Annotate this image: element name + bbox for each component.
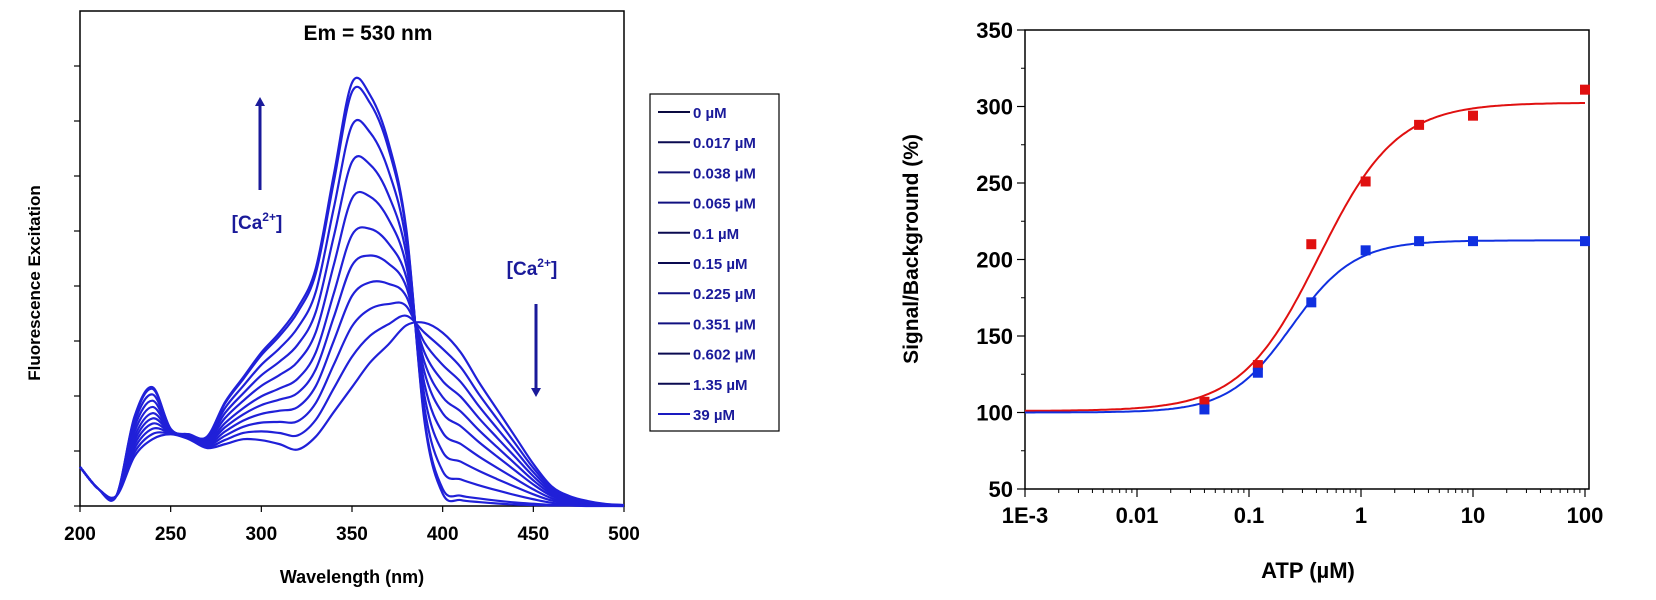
blue-data-point	[1252, 367, 1263, 378]
x-tick-label: 350	[336, 524, 368, 545]
legend-label: 0.351 µM	[693, 316, 756, 333]
y-tick-label: 350	[976, 18, 1013, 43]
x-tick-label: 1E-3	[1002, 503, 1048, 528]
y-tick-label: 50	[989, 477, 1013, 502]
x-tick-label: 0.01	[1116, 503, 1159, 528]
x-tick-label: 1	[1355, 503, 1367, 528]
red-data-point	[1468, 110, 1478, 121]
spectrum-line-0_1	[79, 254, 625, 507]
fit-curves	[1025, 102, 1585, 414]
data-points	[1199, 84, 1590, 415]
y-tick-label: 200	[976, 248, 1013, 273]
x-tick-label: 200	[64, 524, 96, 545]
x-tick-label: 10	[1461, 503, 1485, 528]
blue-data-point	[1360, 245, 1371, 256]
dose-response-chart: 1E-3 0.01 0.1 1 10 100 50 100 150 200 250 300 350 AT…	[900, 18, 1603, 583]
blue-data-point	[1414, 236, 1425, 247]
x-tick-label: 400	[427, 524, 459, 545]
legend-label: 0.225 µM	[693, 286, 756, 303]
right-axis-ticks: 1E-3 0.01 0.1 1 10 100 50 100 150 200 250 300 350	[976, 18, 1603, 528]
legend-label: 0 µM	[693, 105, 727, 122]
legend-label: 0.017 µM	[693, 135, 756, 152]
spectrum-line-0_351	[79, 155, 625, 507]
red-data-point	[1360, 176, 1371, 187]
right-x-axis-label: ATP (µM)	[1261, 558, 1355, 583]
blue-data-point	[1306, 297, 1317, 308]
legend-label: 0.1 µM	[693, 226, 739, 243]
blue-fit-curve	[1025, 239, 1585, 414]
y-tick-label: 250	[976, 171, 1013, 196]
red-data-point	[1580, 84, 1590, 95]
down-arrow-icon	[531, 304, 541, 397]
x-tick-label: 450	[517, 524, 549, 545]
calcium-decrease-label: [Ca2+]	[507, 256, 558, 280]
x-tick-label: 0.1	[1234, 503, 1265, 528]
right-plot-frame	[1024, 29, 1590, 490]
left-axis-ticks: 200 250 300 350 400 450 500	[64, 65, 640, 545]
spectrum-line-39	[79, 76, 624, 508]
blue-data-point	[1199, 404, 1210, 415]
blue-data-point	[1580, 236, 1590, 247]
legend: 0 µM 0.017 µM 0.038 µM 0.065 µM 0.1 µM 0.15 µ…	[658, 105, 756, 424]
spectra-curves	[79, 76, 625, 508]
x-tick-label: 100	[1567, 503, 1604, 528]
legend-label: 0.15 µM	[693, 256, 748, 273]
x-tick-label: 300	[245, 524, 277, 545]
legend-label: 39 µM	[693, 407, 735, 424]
spectrum-line-0_602	[79, 119, 625, 507]
red-data-point	[1199, 396, 1210, 407]
legend-label: 0.065 µM	[693, 196, 756, 213]
left-chart-title: Em = 530 nm	[304, 22, 433, 45]
spectrum-line-0_225	[79, 190, 625, 507]
x-tick-label: 500	[608, 524, 640, 545]
calcium-increase-label: [Ca2+]	[232, 210, 283, 234]
left-y-axis-label: Fluorescence Excitation	[25, 185, 44, 381]
red-data-point	[1306, 239, 1317, 250]
left-x-axis-label: Wavelength (nm)	[280, 567, 424, 587]
right-y-axis-label: Signal/Background (%)	[900, 134, 923, 364]
excitation-spectra-chart: 200 250 300 350 400 450 500 Em = 530 nm Wavele…	[25, 10, 780, 587]
legend-label: 1.35 µM	[693, 377, 748, 394]
y-tick-label: 150	[976, 324, 1013, 349]
red-data-point	[1252, 360, 1263, 371]
y-tick-label: 100	[976, 401, 1013, 426]
up-arrow-icon	[255, 97, 265, 190]
legend-label: 0.038 µM	[693, 165, 756, 182]
legend-label: 0.602 µM	[693, 347, 756, 364]
y-tick-label: 300	[976, 95, 1013, 120]
red-fit-curve	[1025, 102, 1585, 412]
blue-data-point	[1468, 236, 1478, 247]
x-tick-label: 250	[155, 524, 187, 545]
red-data-point	[1414, 119, 1425, 130]
spectrum-line-0_065	[79, 280, 625, 507]
